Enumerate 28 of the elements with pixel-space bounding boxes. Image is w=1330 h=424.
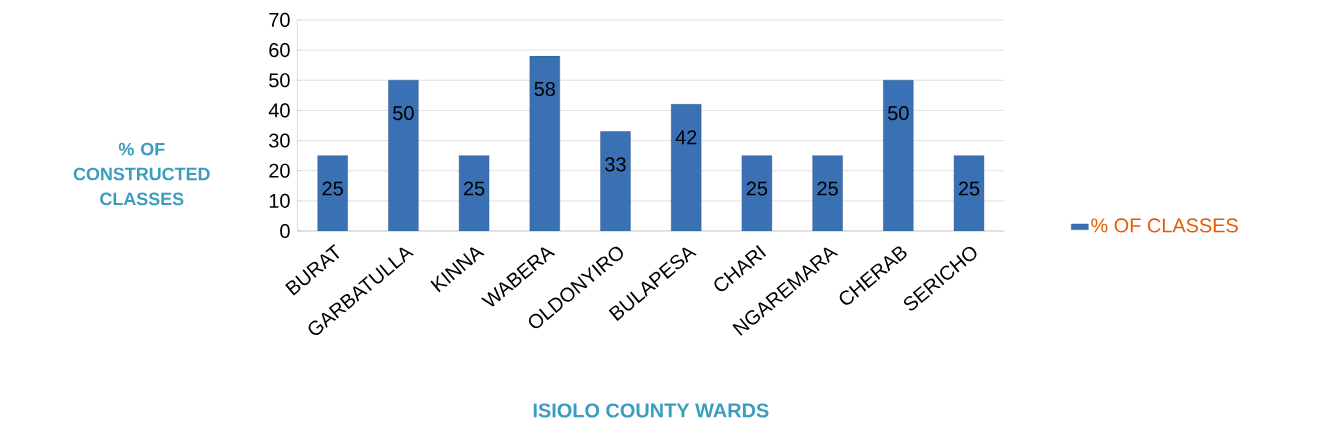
- y-tick-label: 60: [269, 42, 290, 58]
- data-label: 33: [605, 157, 626, 172]
- bar: [317, 155, 348, 231]
- data-label: 25: [322, 181, 343, 196]
- data-label: 50: [393, 105, 414, 121]
- bar: [812, 155, 843, 231]
- data-label: 50: [888, 105, 909, 121]
- data-label: 25: [464, 181, 485, 196]
- y-tick-label: 10: [269, 193, 290, 208]
- y-tick-label: 70: [269, 12, 290, 27]
- bar: [529, 55, 560, 231]
- y-axis-title: % OF CONSTRUCTED CLASSES: [73, 142, 210, 206]
- x-axis-title: ISIOLO COUNTY WARDS: [533, 403, 769, 418]
- y-tick-label: 50: [269, 73, 290, 88]
- bar: [671, 104, 702, 231]
- data-label: 25: [746, 181, 768, 196]
- data-label: 25: [817, 181, 838, 196]
- y-tick-label: 20: [269, 163, 290, 178]
- bar: [600, 131, 631, 231]
- y-tick-label: 40: [268, 103, 290, 118]
- data-label: 25: [958, 181, 980, 196]
- y-tick-label: 0: [280, 223, 290, 238]
- legend-label: % OF CLASSES: [1091, 218, 1238, 233]
- data-label: 42: [675, 130, 697, 145]
- bar: [883, 79, 914, 231]
- data-label: 58: [534, 81, 555, 96]
- y-tick-label: 30: [269, 133, 290, 148]
- bar: [388, 79, 419, 231]
